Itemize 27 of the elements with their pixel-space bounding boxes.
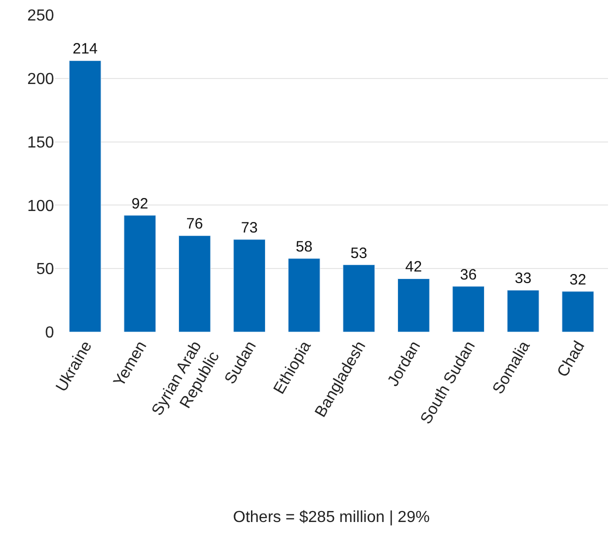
bar xyxy=(288,258,320,332)
bar xyxy=(452,286,485,332)
data-label: 76 xyxy=(186,216,203,233)
bar xyxy=(233,239,266,332)
data-label: 32 xyxy=(570,271,586,288)
y-tick-label: 200 xyxy=(27,71,54,88)
bar xyxy=(342,264,375,332)
data-label: 53 xyxy=(350,244,368,262)
y-tick-label: 150 xyxy=(27,134,54,152)
bar xyxy=(507,290,540,332)
bar xyxy=(562,291,594,332)
bar xyxy=(68,60,102,332)
y-tick-label: 100 xyxy=(27,198,54,215)
bar xyxy=(398,278,430,332)
data-label: 36 xyxy=(460,266,477,284)
data-label: 73 xyxy=(241,219,258,236)
data-label: 42 xyxy=(405,258,422,276)
data-label: 58 xyxy=(296,238,312,256)
bar xyxy=(178,235,211,332)
data-label: 33 xyxy=(514,270,532,288)
data-label: 214 xyxy=(72,40,98,58)
y-tick-label: 250 xyxy=(27,8,54,25)
bar xyxy=(124,215,156,332)
data-label: 92 xyxy=(132,195,148,212)
y-tick-label: 0 xyxy=(45,324,54,342)
y-tick-label: 50 xyxy=(36,261,54,278)
text: Others = $285 million | 29% xyxy=(233,509,430,526)
